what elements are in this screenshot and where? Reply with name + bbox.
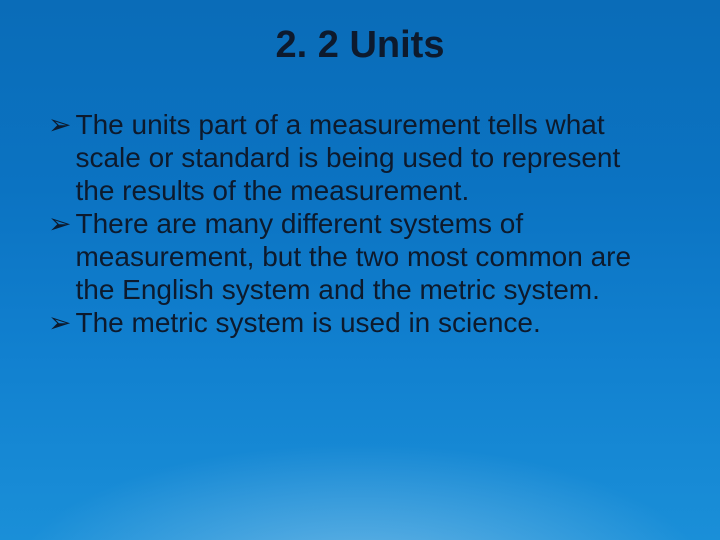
chevron-right-icon: ➢ [48, 108, 71, 141]
bullet-item: ➢ The metric system is used in science. [48, 306, 660, 339]
slide-body: ➢ The units part of a measurement tells … [48, 108, 660, 339]
bullet-text: The units part of a measurement tells wh… [75, 108, 660, 207]
bullet-item: ➢ There are many different systems of me… [48, 207, 660, 306]
slide: 2. 2 Units ➢ The units part of a measure… [0, 0, 720, 540]
slide-title: 2. 2 Units [0, 24, 720, 67]
chevron-right-icon: ➢ [48, 207, 71, 240]
bullet-text: There are many different systems of meas… [75, 207, 660, 306]
bullet-item: ➢ The units part of a measurement tells … [48, 108, 660, 207]
chevron-right-icon: ➢ [48, 306, 71, 339]
bullet-text: The metric system is used in science. [75, 306, 660, 339]
